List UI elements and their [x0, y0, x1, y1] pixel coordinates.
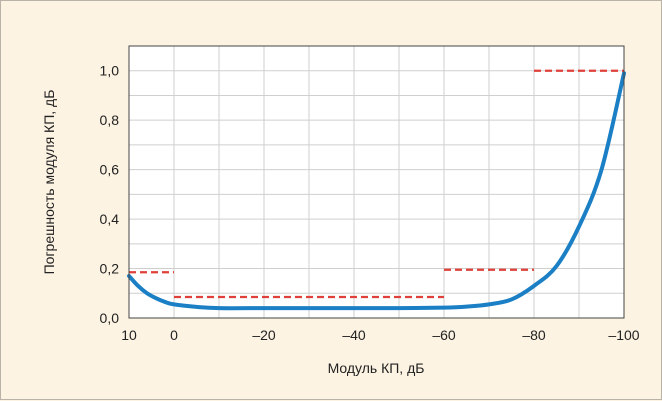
x-tick-label: –40	[342, 327, 366, 343]
x-tick-label: –80	[522, 327, 546, 343]
y-tick-label: 0,8	[100, 112, 120, 128]
error-curve	[127, 71, 626, 311]
y-tick-label: 1,0	[100, 63, 120, 79]
x-tick-label: 0	[170, 327, 178, 343]
x-tick-label: –20	[252, 327, 276, 343]
plot-area	[129, 46, 624, 318]
y-tick-label: 0,2	[100, 261, 120, 277]
x-tick-label: –100	[608, 327, 639, 343]
y-tick-label: 0,0	[100, 310, 120, 326]
y-axis-title: Погрешность модуля КП, дБ	[41, 90, 57, 275]
y-tick-label: 0,4	[100, 211, 120, 227]
y-tick-label: 0,6	[100, 162, 120, 178]
x-axis-title: Модуль КП, дБ	[328, 360, 425, 376]
x-tick-label: 10	[121, 327, 137, 343]
y-tick-labels: 0,0 0,2 0,4 0,6 0,8 1,0	[100, 63, 120, 326]
chart-marks	[127, 69, 626, 311]
plot-border	[128, 45, 625, 319]
x-tick-label: –60	[432, 327, 456, 343]
x-tick-labels: 10 0 –20 –40 –60 –80 –100	[121, 327, 640, 343]
